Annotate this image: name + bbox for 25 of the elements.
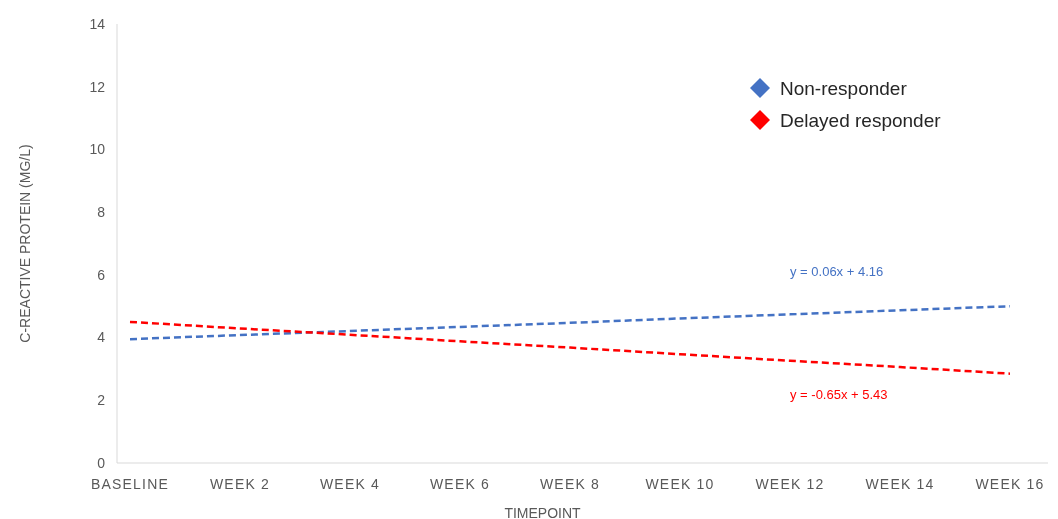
x-axis-title: TIMEPOINT — [504, 505, 582, 519]
y-tick-label: 4 — [97, 329, 106, 346]
y-tick-label: 0 — [97, 454, 106, 471]
y-tick-label: 12 — [89, 78, 106, 95]
x-tick-label: WEEK 8 — [539, 476, 601, 492]
x-tick-label: WEEK 12 — [755, 476, 825, 492]
legend-label: Delayed responder — [780, 109, 942, 131]
y-tick-label: 8 — [97, 204, 106, 221]
line-series — [128, 304, 1012, 341]
x-tick-label: WEEK 4 — [319, 476, 381, 492]
line-series — [128, 320, 1012, 375]
annotation: y = -0.65x + 5.43 — [790, 387, 888, 403]
y-tick-label: 10 — [89, 141, 106, 158]
x-tick-label: WEEK 6 — [429, 476, 491, 492]
x-tick-label: WEEK 14 — [865, 476, 935, 492]
legend-label: Non-responder — [780, 77, 908, 99]
y-tick-label: 6 — [97, 266, 106, 283]
x-tick-label: WEEK 10 — [645, 476, 715, 492]
x-tick-label: WEEK 2 — [209, 476, 271, 492]
y-tick-label: 14 — [89, 15, 106, 32]
annotation: y = 0.06x + 4.16 — [790, 263, 884, 279]
x-tick-label: BASELINE — [90, 476, 170, 492]
x-tick-label: WEEK 16 — [975, 476, 1045, 492]
y-axis-title: C-REACTIVE PROTEIN (MG/L) — [17, 144, 33, 343]
y-tick-label: 2 — [97, 392, 106, 409]
